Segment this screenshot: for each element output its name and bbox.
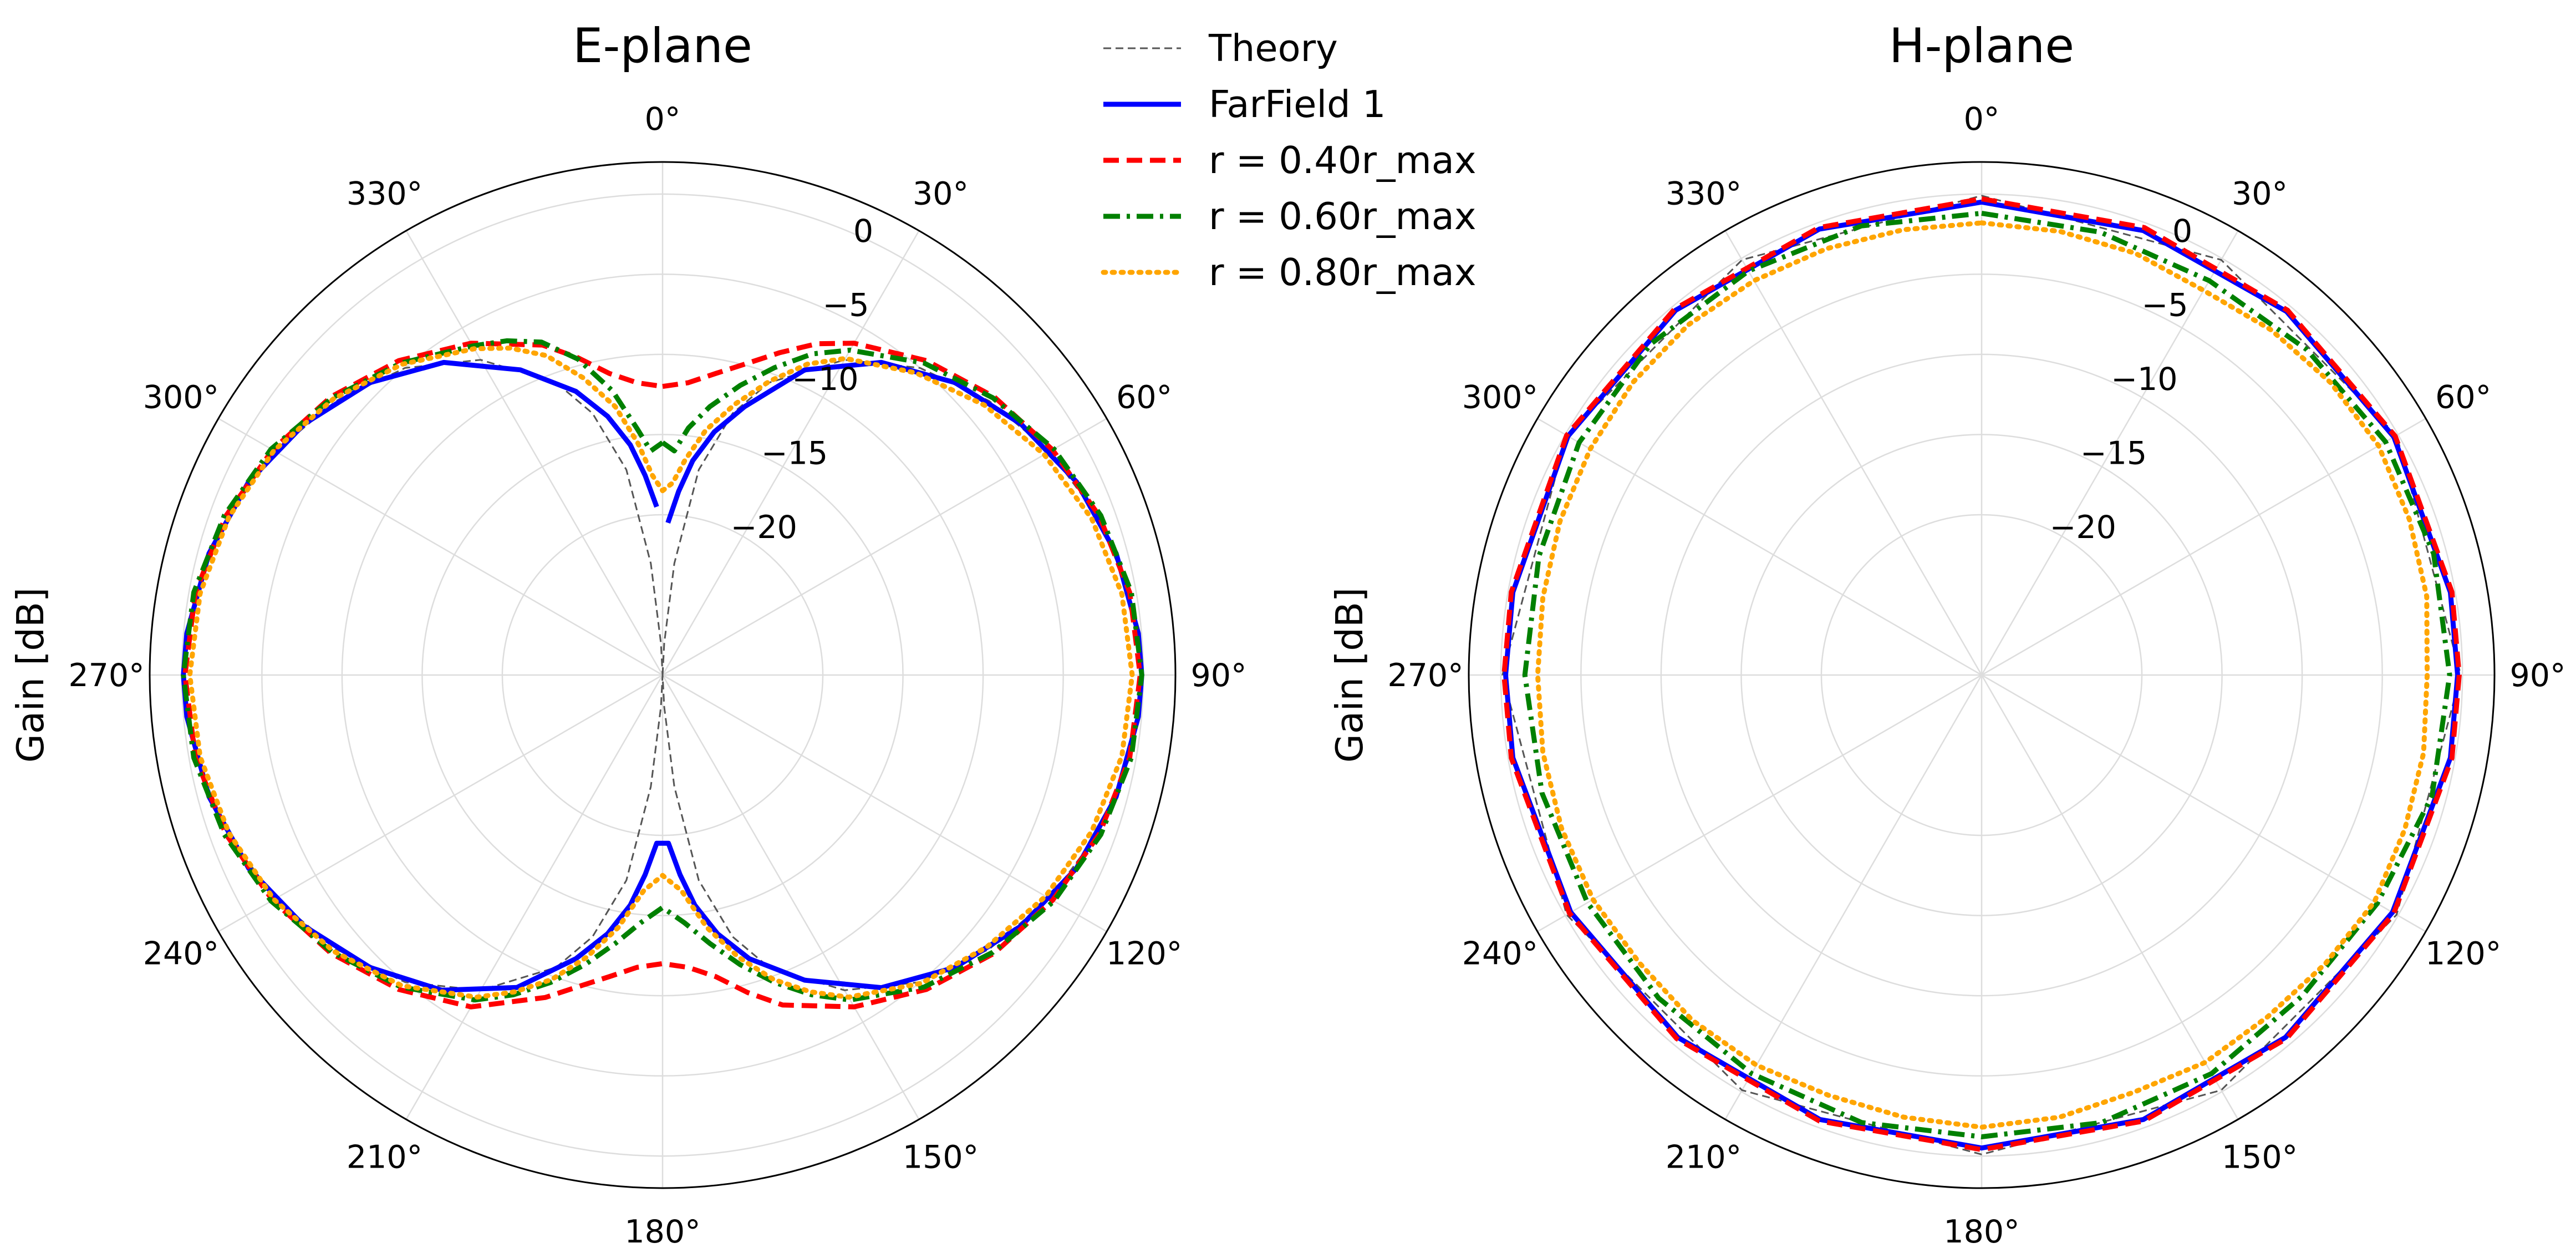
- theta-tick-label: 30°: [913, 175, 969, 212]
- theta-tick-label: 300°: [143, 379, 219, 416]
- r-tick-label: −15: [2080, 435, 2147, 471]
- legend-label: r = 0.80r_max: [1209, 251, 1476, 294]
- legend-label: FarField 1: [1209, 83, 1386, 126]
- theta-tick-label: 210°: [347, 1139, 422, 1176]
- legend-label: r = 0.40r_max: [1209, 139, 1476, 182]
- theta-tick-label: 0°: [1964, 101, 2000, 138]
- angular-gridline: [1537, 674, 1982, 932]
- angular-gridline: [405, 674, 664, 1120]
- theta-tick-label: 180°: [1943, 1214, 2019, 1250]
- radial-gridcircle: [1580, 273, 2383, 1077]
- series-line-r-0-60r-max: [1522, 211, 2452, 1139]
- angular-gridline: [1981, 418, 2426, 676]
- polar-frame: [149, 161, 1177, 1189]
- r-tick-label: −15: [761, 435, 828, 471]
- angular-gridline: [1981, 230, 2239, 676]
- h-plane-grid: [1468, 161, 2496, 1189]
- radial-gridcircle: [1820, 514, 2143, 836]
- r-tick-label: −10: [2111, 361, 2177, 398]
- e-plane-ylabel: Gain [dB]: [9, 587, 52, 763]
- angular-gridline: [662, 674, 1107, 932]
- theta-tick-label: 120°: [1106, 936, 1182, 972]
- angular-gridline: [1537, 418, 1982, 676]
- series-line-r-0-80r-max: [1535, 220, 2430, 1130]
- e-plane-series: [181, 338, 1144, 1010]
- series-line-r-0-80r-max: [187, 346, 1135, 1000]
- radial-gridcircle: [261, 273, 1064, 1077]
- radial-gridcircle: [341, 353, 984, 997]
- theta-tick-label: 150°: [903, 1139, 979, 1176]
- theta-tick-label: 60°: [2435, 379, 2491, 416]
- angular-gridline: [661, 230, 920, 676]
- e-plane-grid: [149, 161, 1177, 1189]
- angular-gridline: [1724, 230, 1983, 676]
- series-line-theory: [182, 359, 1143, 991]
- angular-gridline: [218, 418, 663, 676]
- legend-label: r = 0.60r_max: [1209, 195, 1476, 238]
- theta-tick-label: 300°: [1462, 379, 1538, 416]
- theta-tick-label: 270°: [68, 657, 144, 694]
- theta-tick-label: 240°: [143, 936, 219, 972]
- radial-gridcircle: [1500, 193, 2463, 1157]
- r-tick-label: −10: [792, 361, 858, 398]
- theta-tick-label: 240°: [1462, 936, 1538, 972]
- e-plane-title: E-plane: [573, 18, 752, 74]
- polar-frame: [1468, 161, 2496, 1189]
- angular-gridline: [662, 418, 1107, 676]
- angular-gridline: [1981, 674, 2239, 1120]
- theta-tick-label: 0°: [645, 101, 681, 138]
- theta-tick-label: 210°: [1666, 1139, 1742, 1176]
- r-tick-label: −5: [2142, 287, 2188, 323]
- r-tick-label: −20: [2050, 509, 2116, 546]
- e-plane-axes: E-plane Gain [dB] 0° 30° 60° 90° 120° 150° 180…: [9, 18, 1247, 1250]
- series-line-r-0-40r-max: [1501, 196, 2462, 1153]
- r-tick-label: −5: [823, 287, 869, 323]
- r-tick-label: −20: [731, 509, 797, 546]
- theta-tick-label: 120°: [2425, 936, 2501, 972]
- theta-tick-label: 30°: [2232, 175, 2288, 212]
- theta-tick-label: 330°: [1666, 175, 1742, 212]
- radial-gridcircle: [501, 514, 824, 836]
- r-tick-label: 0: [2172, 213, 2192, 250]
- h-plane-ylabel: Gain [dB]: [1328, 587, 1371, 763]
- h-plane-series: [1501, 195, 2462, 1155]
- angular-gridline: [218, 674, 663, 932]
- theta-tick-label: 90°: [2509, 657, 2565, 694]
- theta-tick-label: 90°: [1190, 657, 1246, 694]
- e-plane-tick-labels: 0° 30° 60° 90° 120° 150° 180° 210° 240° 270° 300° 3…: [68, 101, 1246, 1250]
- radial-gridcircle: [1660, 353, 2303, 997]
- radial-gridcircle: [421, 434, 904, 916]
- h-plane-tick-labels: 0° 30° 60° 90° 120° 150° 180° 210° 240° 270° 300° 3…: [1387, 101, 2565, 1250]
- r-tick-label: 0: [853, 213, 873, 250]
- theta-tick-label: 330°: [347, 175, 422, 212]
- angular-gridline: [1981, 674, 2426, 932]
- theta-tick-label: 150°: [2222, 1139, 2298, 1176]
- theta-tick-label: 270°: [1387, 657, 1463, 694]
- theta-tick-label: 180°: [624, 1214, 700, 1250]
- legend-label: Theory: [1208, 27, 1338, 70]
- angular-gridline: [405, 230, 664, 676]
- h-plane-axes: H-plane Gain [dB] 0° 30° 60° 90° 120° 150° 180…: [1328, 18, 2566, 1250]
- radial-gridcircle: [1740, 434, 2223, 916]
- h-plane-title: H-plane: [1889, 18, 2074, 74]
- angular-gridline: [1724, 674, 1983, 1120]
- theta-tick-label: 60°: [1116, 379, 1172, 416]
- angular-gridline: [661, 674, 920, 1120]
